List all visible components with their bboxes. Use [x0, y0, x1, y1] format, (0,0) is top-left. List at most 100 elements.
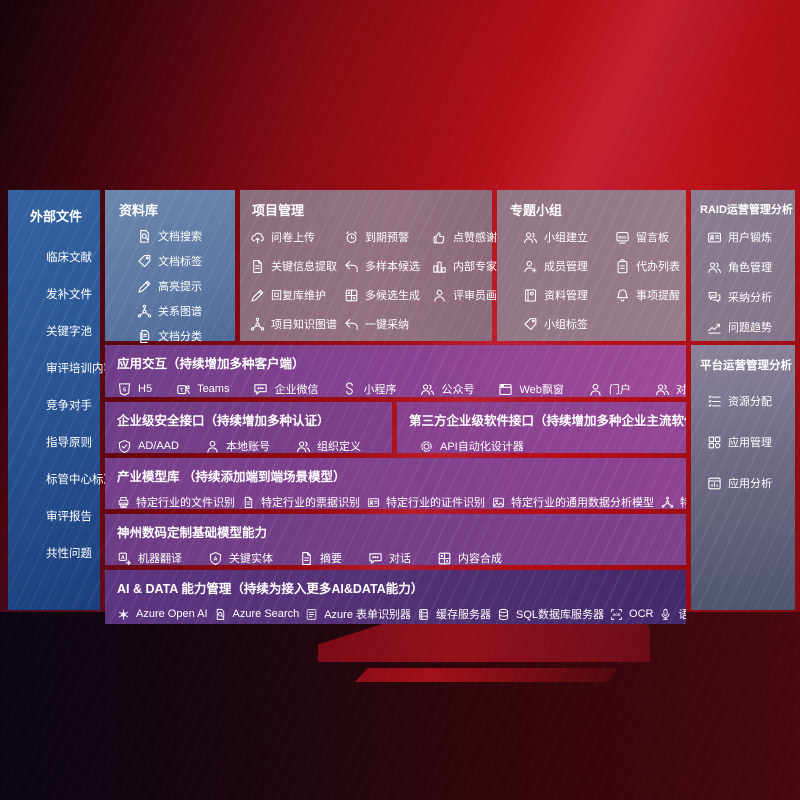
feature-item[interactable]: 摘要	[299, 550, 342, 565]
feature-item[interactable]: 资源分配	[707, 393, 795, 409]
feature-item[interactable]: 一键采纳	[344, 316, 430, 332]
feature-item[interactable]: 事项提醒	[615, 287, 686, 303]
feature-item[interactable]: 门户	[588, 381, 631, 397]
feature-item[interactable]: 问题趋势	[707, 319, 795, 335]
feature-label: 资料管理	[544, 290, 588, 302]
ad-shield-icon	[117, 439, 132, 454]
feature-item[interactable]: 留言板	[615, 229, 686, 245]
feature-item[interactable]: 成员管理	[523, 258, 615, 274]
panel-title: 平台运营管理分析	[700, 360, 792, 372]
feature-item[interactable]: OCR	[610, 608, 653, 621]
feature-item[interactable]: 多候选生成	[344, 287, 430, 303]
feature-item[interactable]: Teams	[176, 382, 229, 397]
feature-item[interactable]: Azure 表单识别器	[305, 606, 411, 622]
feature-item[interactable]: 点赞感谢	[432, 229, 519, 245]
feature-item[interactable]: 多样本候选	[344, 258, 430, 274]
material-book-icon	[523, 288, 538, 303]
entity-icon	[208, 551, 223, 566]
knowledge-graph-icon	[250, 317, 265, 332]
adopt-arrow-icon	[344, 317, 359, 332]
thirdparty-item-list: API自动化设计器	[409, 438, 674, 453]
sidebar-item[interactable]: 审评培训内容	[46, 360, 115, 376]
sidebar-item[interactable]: 标管中心标准	[46, 471, 115, 487]
feature-label: 文档搜索	[158, 231, 202, 243]
feature-item[interactable]: 公众号	[420, 381, 474, 397]
sidebar-item[interactable]: 关键字池	[46, 323, 100, 339]
feature-item[interactable]: 应用分析	[707, 475, 795, 491]
feature-item[interactable]: 代办列表	[615, 258, 686, 274]
sidebar-item[interactable]: 指导原则	[46, 434, 100, 450]
feature-item[interactable]: 关键实体	[208, 550, 273, 565]
feature-item[interactable]: 关键信息提取	[250, 258, 342, 274]
feature-label: 摘要	[320, 553, 342, 565]
feature-item[interactable]: 角色管理	[707, 259, 795, 275]
sidebar-item[interactable]: 临床文献	[46, 249, 100, 265]
feature-item[interactable]: 高亮提示	[137, 278, 235, 294]
compose-icon	[437, 551, 452, 566]
feature-item[interactable]: 缓存服务器	[417, 606, 491, 622]
feature-item[interactable]: 机器翻译	[117, 550, 182, 565]
feature-item[interactable]: 评审员画像	[432, 287, 519, 303]
file-recognize-icon	[117, 496, 130, 509]
feature-item[interactable]: 组织定义	[296, 438, 361, 453]
feature-item[interactable]: 回复库维护	[250, 287, 342, 303]
feature-item[interactable]: 本地账号	[205, 438, 270, 453]
sidebar-item[interactable]: 发补文件	[46, 286, 100, 302]
repository-item-list: 文档搜索文档标签高亮提示关系图谱文档分类	[105, 219, 235, 344]
feature-item[interactable]: 小组建立	[523, 229, 615, 245]
feature-item[interactable]: 特定行业的证件识别	[367, 494, 485, 509]
aidata-item-list: Azure Open AI Azure Search Azure 表单识别器 缓存服务…	[117, 606, 686, 622]
feature-item[interactable]: 到期预警	[344, 229, 430, 245]
feature-item[interactable]: 文档分类	[137, 328, 235, 344]
feature-item[interactable]: 对话	[655, 381, 686, 397]
feature-label: 特定行业的证件识别	[386, 497, 485, 509]
feature-item[interactable]: 文档标签	[137, 253, 235, 269]
feature-item[interactable]: 内容合成	[437, 550, 502, 565]
feature-label: 企业微信	[274, 384, 319, 396]
highlight-pen-icon	[137, 279, 152, 294]
feature-item[interactable]: 项目知识图谱	[250, 316, 342, 332]
feature-item[interactable]: 资料管理	[523, 287, 615, 303]
sidebar-item[interactable]: 审评报告	[46, 508, 100, 524]
feature-label: 多候选生成	[365, 290, 420, 302]
feature-label: 关键实体	[229, 553, 273, 565]
user-badge-icon	[707, 230, 722, 245]
feature-item[interactable]: 用户锻炼	[707, 229, 795, 245]
platform-item-list: 资源分配应用管理应用分析	[691, 373, 795, 491]
feature-item[interactable]: Azure Search	[214, 608, 299, 621]
feature-item[interactable]: 小组标签	[523, 316, 615, 332]
feature-item[interactable]: 特定行业的通用数据分析模型	[492, 494, 654, 509]
feature-item[interactable]: API自动化设计器	[419, 438, 524, 453]
sidebar-item[interactable]: 竞争对手	[46, 397, 100, 413]
panel-ai-data-capabilities: AI & DATA 能力管理（持续为接入更多AI&DATA能力） Azure O…	[105, 570, 686, 624]
feature-label: 留言板	[636, 232, 669, 244]
sidebar-item[interactable]: 共性问题	[46, 545, 100, 561]
feature-item[interactable]: AD/AAD	[117, 439, 179, 454]
feature-item[interactable]: 问卷上传	[250, 229, 342, 245]
feature-item[interactable]: 关系图谱	[137, 303, 235, 319]
web-window-icon	[498, 382, 513, 397]
feature-item[interactable]: 特定行业的文件识别	[117, 494, 235, 509]
feature-item[interactable]: 特定行业的票据识别	[242, 494, 360, 509]
feature-item[interactable]: 应用管理	[707, 434, 795, 450]
feature-item[interactable]: 特定行业的通用知识图谱模型	[661, 494, 686, 509]
feature-label: 小组建立	[544, 232, 588, 244]
feature-item[interactable]: 小程序	[342, 381, 396, 397]
knowledge-graph-icon	[661, 496, 674, 509]
feature-item[interactable]: Web飘窗	[498, 381, 564, 397]
feature-item[interactable]: 语音理解	[659, 606, 686, 622]
feature-item[interactable]: 企业微信	[253, 381, 318, 397]
cloud-upload-icon	[250, 230, 265, 245]
feature-item[interactable]: 对话	[368, 550, 411, 565]
feature-item[interactable]: Azure Open AI	[117, 608, 208, 621]
panel-title: 企业级安全接口（持续增加多种认证）	[117, 414, 330, 428]
feature-label: 多样本候选	[365, 261, 420, 273]
feature-item[interactable]: 文档搜索	[137, 228, 235, 244]
doc-category-icon	[137, 329, 152, 344]
feature-item[interactable]: 采纳分析	[707, 289, 795, 305]
feature-label: 内容合成	[458, 553, 502, 565]
panel-repository: 资料库 文档搜索 文档标签 高亮提示 关系图谱 文档分类	[105, 190, 235, 344]
feature-item[interactable]: H5	[117, 382, 152, 397]
feature-item[interactable]: SQL数据库服务器	[497, 606, 604, 622]
feature-label: 文档分类	[158, 331, 202, 343]
